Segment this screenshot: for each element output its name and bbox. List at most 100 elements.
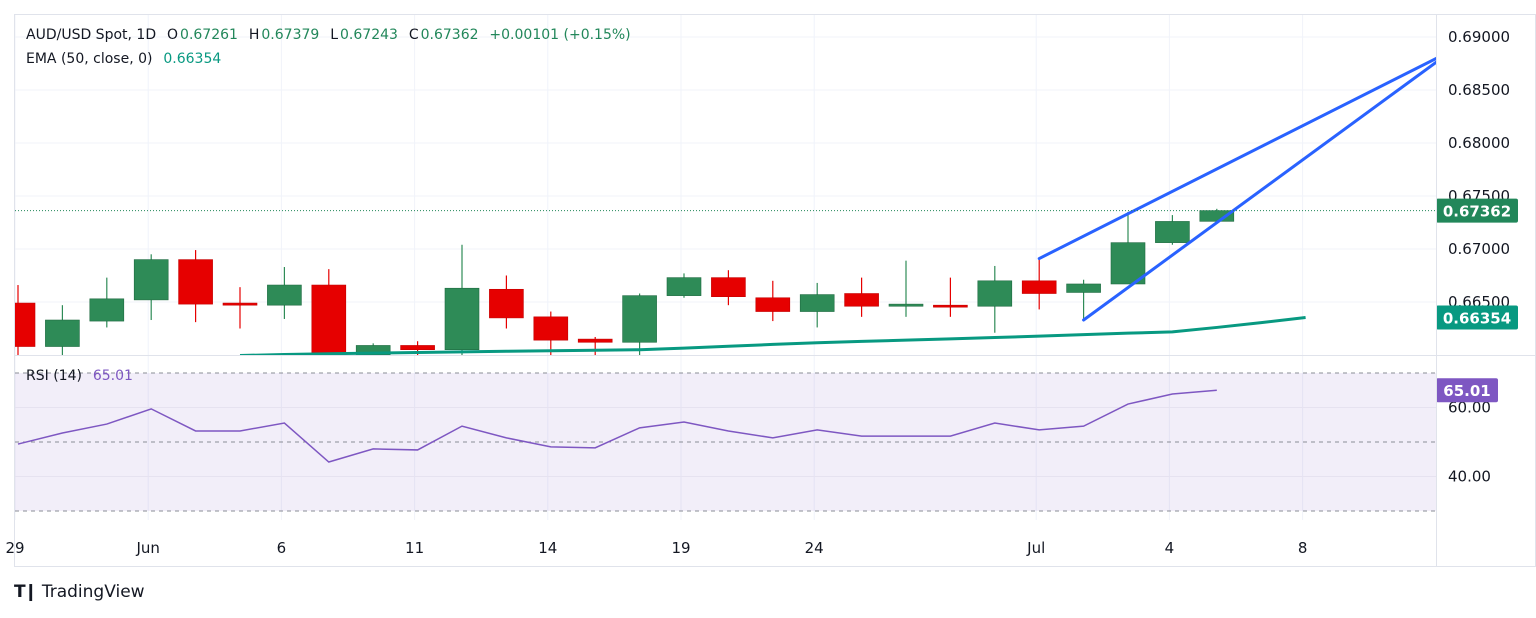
candle-body: [933, 304, 968, 308]
trendline: [1037, 56, 1436, 261]
trendline: [1082, 60, 1436, 322]
candle-body: [444, 287, 480, 351]
price-pane: [15, 56, 1436, 355]
candle: [799, 282, 835, 328]
gridlines: [14, 15, 1436, 520]
last-price-badge-bg: [1436, 198, 1518, 223]
candle-body: [1155, 221, 1190, 243]
candle-body: [222, 302, 258, 306]
rsi-badge-bg: [1436, 378, 1498, 403]
time-tick-label: 14: [538, 539, 557, 557]
low-label: L: [330, 27, 339, 43]
rsi-levels: [15, 372, 1436, 512]
time-tick-label: Jun: [135, 539, 159, 557]
time-tick-label: 6: [277, 539, 287, 557]
close-value: 0.67362: [420, 27, 479, 43]
candle-body: [711, 277, 746, 297]
axes: 0.690000.685000.680000.675000.670000.665…: [5, 28, 1518, 557]
candle: [933, 277, 968, 317]
candle: [1155, 215, 1190, 245]
price-tick-label: 0.69000: [1448, 28, 1510, 46]
open-value: 0.67261: [180, 27, 238, 43]
close-label: C: [408, 27, 419, 43]
rsi-tick-label: 40.00: [1448, 468, 1491, 486]
candle: [15, 285, 36, 355]
candle: [45, 305, 80, 355]
candle: [666, 273, 702, 298]
rsi-legend[interactable]: RSI (14) 65.01: [26, 368, 135, 384]
high-value: 0.67379: [261, 27, 320, 43]
ema-legend[interactable]: EMA (50, close, 0) 0.66354: [26, 51, 223, 67]
candle: [89, 277, 125, 328]
rsi-tick-label: 60.00: [1448, 399, 1491, 417]
candle-body: [577, 338, 613, 343]
rsi-pane: [17, 389, 1217, 463]
candle-body: [267, 284, 302, 306]
ema-line: [239, 315, 1306, 355]
candle-body: [489, 288, 524, 319]
candle: [222, 287, 258, 329]
candle: [577, 336, 613, 355]
candle: [1066, 279, 1101, 321]
candle-body: [1066, 283, 1101, 293]
time-tick-label: 11: [405, 539, 424, 557]
time-tick-label: 8: [1298, 539, 1308, 557]
candle: [178, 250, 213, 323]
candle: [444, 244, 480, 355]
ema-label: EMA (50, close, 0): [26, 51, 153, 67]
candle-body: [45, 319, 80, 347]
candle-body: [622, 295, 657, 343]
brand-name: TradingView: [41, 582, 145, 602]
candle-body: [15, 302, 36, 347]
high-label: H: [248, 27, 260, 43]
rsi-line: [17, 389, 1217, 463]
candle-body: [799, 294, 835, 312]
open-label: O: [167, 27, 179, 43]
candle: [133, 254, 169, 321]
candle: [489, 275, 524, 329]
tradingview-logo-icon: T❙: [14, 582, 38, 602]
candle-body: [133, 259, 169, 301]
price-tick-label: 0.67000: [1448, 240, 1510, 258]
candle-body: [178, 259, 213, 305]
candle-body: [533, 316, 569, 341]
time-tick-label: Jul: [1026, 539, 1045, 557]
candle: [888, 260, 924, 317]
candle: [1110, 211, 1146, 285]
ema-badge-bg: [1436, 305, 1518, 330]
symbol-title[interactable]: AUD/USD Spot, 1D: [26, 27, 157, 43]
candle-body: [666, 277, 702, 296]
last-price-badge-text: 0.67362: [1443, 203, 1511, 221]
candle: [622, 293, 657, 355]
candle: [711, 270, 746, 306]
candle: [311, 269, 347, 355]
candle-body: [888, 303, 924, 307]
candle-body: [400, 345, 435, 350]
candle: [267, 267, 302, 319]
ema-badge: 0.66354: [1436, 305, 1518, 330]
rsi-value: 65.01: [92, 368, 133, 384]
time-tick-label: 4: [1165, 539, 1175, 557]
candle-body: [311, 284, 347, 355]
low-value: 0.67243: [340, 27, 398, 43]
price-tick-label: 0.68000: [1448, 134, 1510, 152]
change-value: +0.00101 (+0.15%): [489, 27, 631, 43]
ema-badge-text: 0.66354: [1443, 309, 1511, 327]
ema-value: 0.66354: [163, 51, 222, 67]
candle-body: [755, 297, 791, 312]
candle-body: [89, 298, 125, 322]
rsi-badge-text: 65.01: [1443, 382, 1490, 400]
candle: [533, 311, 569, 355]
price-tick-label: 0.68500: [1448, 81, 1510, 99]
candle: [977, 265, 1013, 333]
last-price-badge: 0.67362: [1436, 198, 1518, 223]
candle: [755, 280, 791, 322]
candle: [1021, 258, 1057, 310]
candle-body: [844, 293, 879, 307]
candle-body: [1021, 280, 1057, 294]
ohlc-legend: AUD/USD Spot, 1D O 0.67261 H 0.67379 L 0.67…: [26, 27, 633, 43]
rsi-label: RSI (14): [26, 368, 82, 384]
tradingview-logo[interactable]: T❙ TradingView: [14, 582, 145, 602]
rsi-badge: 65.01: [1436, 378, 1498, 403]
